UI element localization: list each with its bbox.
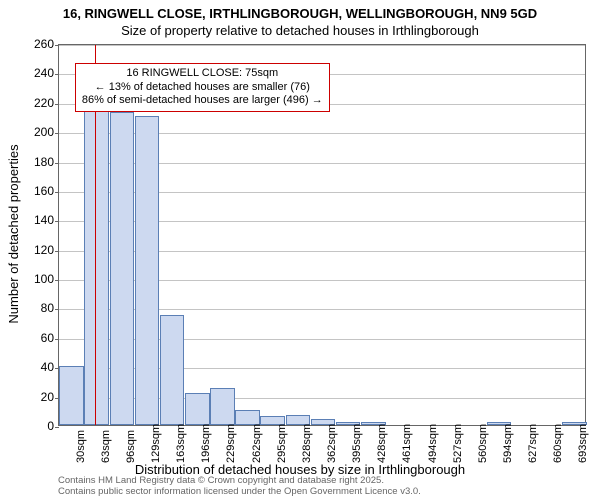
histogram-bar: [110, 112, 135, 425]
x-tick-label: 262sqm: [251, 424, 263, 463]
y-tick-mark: [55, 221, 59, 222]
x-tick-label: 163sqm: [175, 424, 187, 463]
x-tick-label: 693sqm: [577, 424, 589, 463]
chart-plot-area: 16 RINGWELL CLOSE: 75sqm← 13% of detache…: [58, 44, 586, 426]
y-tick-label: 60: [14, 331, 54, 345]
x-tick-label: 395sqm: [351, 424, 363, 463]
histogram-bar: [235, 410, 260, 425]
annotation-line-1: 16 RINGWELL CLOSE: 75sqm: [82, 67, 323, 81]
x-tick-label: 129sqm: [150, 424, 162, 463]
y-tick-label: 120: [14, 243, 54, 257]
y-tick-label: 140: [14, 213, 54, 227]
y-tick-label: 180: [14, 155, 54, 169]
annotation-line-3: 86% of semi-detached houses are larger (…: [82, 94, 323, 108]
annotation-line-2: ← 13% of detached houses are smaller (76…: [82, 81, 323, 95]
chart-title: 16, RINGWELL CLOSE, IRTHLINGBOROUGH, WEL…: [0, 0, 600, 38]
y-tick-label: 160: [14, 184, 54, 198]
title-line-1: 16, RINGWELL CLOSE, IRTHLINGBOROUGH, WEL…: [0, 6, 600, 21]
x-tick-label: 196sqm: [200, 424, 212, 463]
y-tick-label: 220: [14, 96, 54, 110]
x-tick-label: 63sqm: [100, 430, 112, 463]
x-tick-label: 560sqm: [477, 424, 489, 463]
x-tick-label: 96sqm: [125, 430, 137, 463]
histogram-bar: [135, 116, 160, 425]
y-tick-label: 200: [14, 125, 54, 139]
histogram-bar: [210, 388, 235, 425]
y-tick-mark: [55, 309, 59, 310]
y-tick-label: 40: [14, 360, 54, 374]
histogram-bar: [160, 315, 185, 425]
x-tick-label: 428sqm: [376, 424, 388, 463]
x-tick-label: 660sqm: [552, 424, 564, 463]
y-tick-mark: [55, 133, 59, 134]
y-tick-mark: [55, 192, 59, 193]
y-tick-label: 80: [14, 301, 54, 315]
y-tick-label: 240: [14, 66, 54, 80]
histogram-bar: [59, 366, 84, 425]
x-tick-label: 527sqm: [452, 424, 464, 463]
footer-attribution: Contains HM Land Registry data © Crown c…: [58, 476, 421, 498]
title-line-2: Size of property relative to detached ho…: [0, 23, 600, 38]
y-tick-mark: [55, 163, 59, 164]
y-tick-label: 20: [14, 390, 54, 404]
x-tick-label: 362sqm: [326, 424, 338, 463]
y-tick-mark: [55, 280, 59, 281]
y-tick-mark: [55, 339, 59, 340]
y-tick-label: 0: [14, 419, 54, 433]
x-tick-label: 30sqm: [75, 430, 87, 463]
y-tick-mark: [55, 427, 59, 428]
annotation-box: 16 RINGWELL CLOSE: 75sqm← 13% of detache…: [75, 63, 330, 112]
y-tick-mark: [55, 104, 59, 105]
y-tick-mark: [55, 251, 59, 252]
histogram-bar: [185, 393, 210, 425]
y-tick-label: 260: [14, 37, 54, 51]
y-tick-label: 100: [14, 272, 54, 286]
x-tick-label: 295sqm: [276, 424, 288, 463]
y-axis-label: Number of detached properties: [6, 144, 21, 323]
y-tick-mark: [55, 74, 59, 75]
y-tick-mark: [55, 45, 59, 46]
x-tick-label: 594sqm: [502, 424, 514, 463]
x-tick-label: 627sqm: [527, 424, 539, 463]
histogram-bar: [84, 108, 109, 425]
x-tick-label: 461sqm: [401, 424, 413, 463]
footer-line-2: Contains public sector information licen…: [58, 487, 421, 498]
gridline: [59, 45, 585, 46]
x-tick-label: 229sqm: [225, 424, 237, 463]
x-tick-label: 494sqm: [427, 424, 439, 463]
x-tick-label: 328sqm: [301, 424, 313, 463]
